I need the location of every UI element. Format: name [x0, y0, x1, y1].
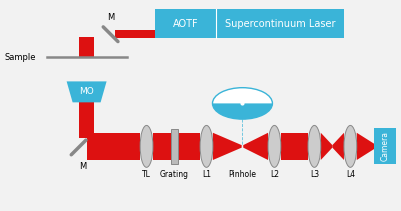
Text: L2: L2 — [270, 170, 279, 180]
Polygon shape — [281, 133, 308, 160]
Text: M: M — [107, 13, 114, 22]
Ellipse shape — [200, 125, 213, 167]
Text: MO: MO — [79, 87, 94, 96]
Bar — [154, 9, 217, 38]
Text: L3: L3 — [310, 170, 319, 180]
Polygon shape — [243, 133, 268, 160]
Bar — [171, 128, 178, 164]
Polygon shape — [87, 133, 140, 160]
Bar — [79, 37, 94, 57]
Ellipse shape — [140, 125, 153, 167]
Text: L4: L4 — [346, 170, 355, 180]
Polygon shape — [321, 133, 332, 160]
Ellipse shape — [268, 125, 281, 167]
Circle shape — [213, 88, 272, 119]
Ellipse shape — [344, 125, 357, 167]
Polygon shape — [153, 133, 171, 160]
Polygon shape — [332, 133, 344, 160]
Polygon shape — [357, 133, 374, 160]
Polygon shape — [213, 133, 242, 160]
Bar — [374, 127, 396, 164]
Bar — [115, 30, 154, 38]
Text: M: M — [79, 162, 86, 171]
Text: L1: L1 — [202, 170, 211, 180]
Text: TL: TL — [142, 170, 151, 180]
Text: Sample: Sample — [5, 53, 36, 62]
Polygon shape — [67, 81, 107, 102]
Polygon shape — [178, 133, 200, 160]
Text: Camera: Camera — [381, 131, 390, 161]
Wedge shape — [213, 103, 272, 119]
Ellipse shape — [308, 125, 321, 167]
Bar — [79, 102, 94, 138]
Text: Grating: Grating — [160, 170, 189, 180]
Bar — [217, 9, 344, 38]
Text: Pinhole: Pinhole — [229, 170, 257, 180]
Text: AOTF: AOTF — [173, 19, 198, 29]
Text: Supercontinuum Laser: Supercontinuum Laser — [225, 19, 336, 29]
